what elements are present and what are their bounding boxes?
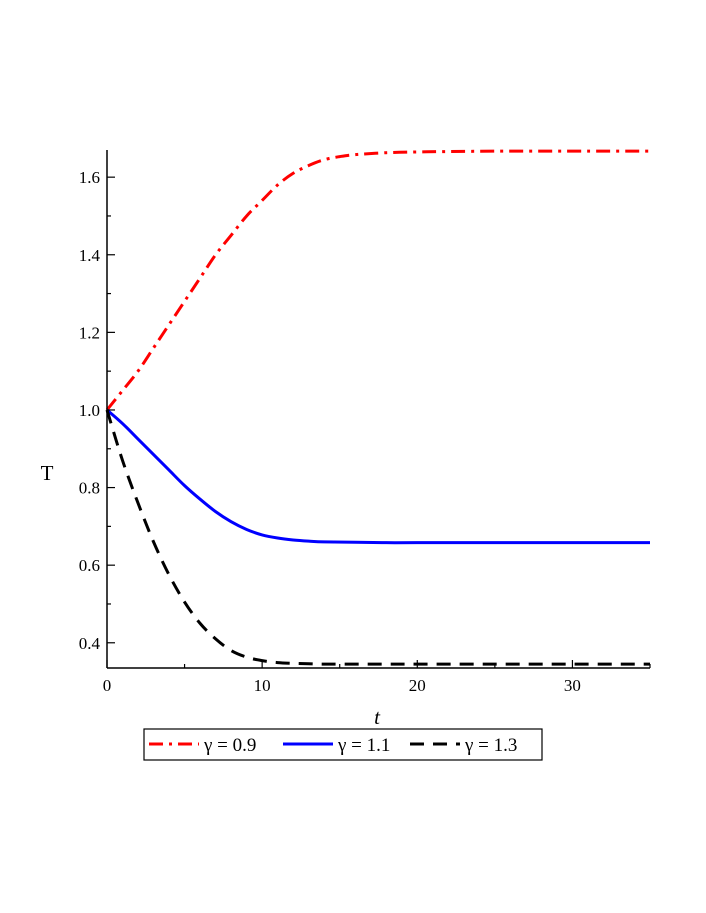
y-tick-label: 1.2 [79,323,100,342]
y-tick-label: 1.6 [79,168,100,187]
x-tick-label: 30 [564,676,581,695]
series-line-2 [106,408,650,545]
x-tick-label: 10 [254,676,271,695]
legend-label-3: γ = 1.3 [464,735,517,756]
y-axis-label: T [41,461,54,485]
legend: γ = 0.9 γ = 1.1 γ = 1.3 [143,728,543,761]
x-tick-label: 0 [103,676,112,695]
legend-box [143,728,543,761]
legend-label-1: γ = 0.9 [203,735,256,756]
x-axis-label: t [374,705,381,729]
axes-layer: 0 10 20 30 0.4 0.6 0.8 1.0 1.2 1.4 1.6 [79,150,651,695]
y-tick-label: 0.4 [79,634,101,653]
series-layer [105,149,650,666]
series-line-3 [105,409,650,666]
legend-label-2: γ = 1.1 [337,735,390,756]
y-tick-label: 0.8 [79,479,100,498]
series-line-1 [105,149,650,411]
y-tick-label: 1.4 [79,246,101,265]
y-tick-label: 0.6 [79,556,100,575]
x-tick-label: 20 [409,676,426,695]
y-tick-label: 1.0 [79,401,100,420]
